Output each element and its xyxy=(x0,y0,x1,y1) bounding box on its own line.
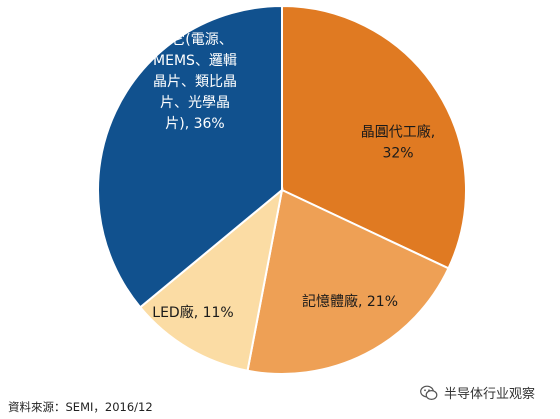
slice-label-2: LED廠, 11% xyxy=(152,304,233,321)
wechat-icon xyxy=(420,385,438,400)
source-note: 資料來源：SEMI，2016/12 xyxy=(8,400,153,414)
slice-label-1: 記憶體廠, 21% xyxy=(302,293,398,310)
watermark: 半导体行业观察 xyxy=(420,383,535,402)
watermark-text: 半导体行业观察 xyxy=(444,387,536,402)
pie-slice-1 xyxy=(246,188,450,375)
pie-slice-0 xyxy=(281,4,467,270)
pie-slice-3 xyxy=(97,4,283,309)
pie-slice-2 xyxy=(138,187,284,372)
slice-label-0: 晶圓代工廠, 32% xyxy=(361,124,435,162)
slice-label-3: 其它(電源、 MEMS、邏輯晶片、類比晶片、光學晶片), 36% xyxy=(153,31,237,132)
